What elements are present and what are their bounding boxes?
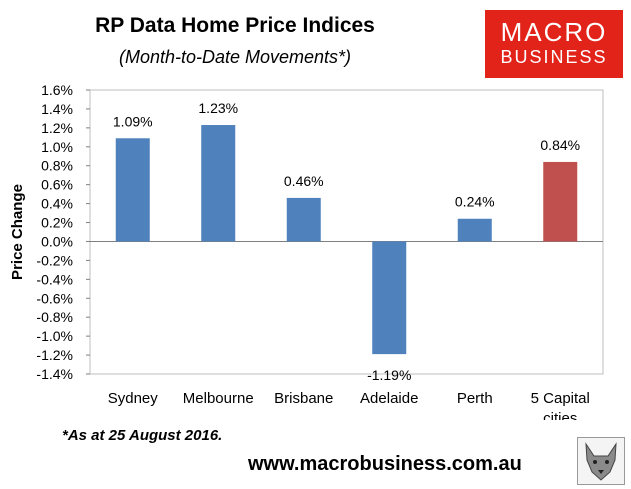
- website-url: www.macrobusiness.com.au: [248, 453, 522, 475]
- plot-area-border: [89, 89, 604, 375]
- y-tick-label: -1.0%: [36, 328, 73, 344]
- x-category-label: Sydney: [108, 390, 159, 407]
- bar-melbourne: [201, 125, 236, 242]
- y-tick-label: 0.6%: [41, 177, 73, 193]
- bar-adelaide: [372, 241, 407, 355]
- y-tick-label: 0.8%: [41, 158, 73, 174]
- logo-line-2: BUSINESS: [500, 47, 608, 67]
- y-tick-label: -0.2%: [36, 252, 73, 268]
- y-tick-label: 1.0%: [41, 139, 73, 155]
- y-tick-label: 1.4%: [41, 101, 73, 117]
- y-tick-label: 1.2%: [41, 120, 73, 136]
- chart-subtitle: (Month-to-Date Movements*): [118, 47, 352, 67]
- wolf-logo-icon: [577, 437, 625, 485]
- bar-chart: 1.6% 1.4% 1.2% 1.0% 0.8% 0.6% 0.4% 0.2% 0.0% -0.2…: [9, 82, 604, 420]
- y-tick-label: 1.6%: [41, 82, 73, 98]
- x-category-label: Perth: [457, 390, 493, 407]
- macro-business-logo: MACRO BUSINESS: [485, 10, 623, 78]
- bar-sydney: [115, 138, 150, 242]
- x-category-label: Brisbane: [274, 390, 333, 407]
- data-label: 1.09%: [113, 113, 153, 129]
- y-tick-label: 0.2%: [41, 215, 73, 231]
- y-tick-label: -0.6%: [36, 290, 73, 306]
- x-category-label: Adelaide: [360, 390, 418, 407]
- y-tick-label: -1.4%: [36, 366, 73, 382]
- logo-line-1: MACRO: [500, 17, 608, 47]
- x-category-label: Melbourne: [183, 390, 254, 407]
- y-tick-label: -1.2%: [36, 347, 73, 363]
- chart-title: RP Data Home Price Indices: [95, 14, 375, 37]
- data-label: 0.24%: [455, 194, 495, 210]
- data-label: -1.19%: [367, 367, 411, 383]
- bar-perth: [457, 218, 492, 242]
- y-axis-title: Price Change: [9, 184, 26, 280]
- data-label: 0.84%: [540, 137, 580, 153]
- y-tick-label: -0.4%: [36, 271, 73, 287]
- y-tick-label: -0.8%: [36, 309, 73, 325]
- x-category-label: 5 Capital cities: [531, 390, 590, 420]
- data-label: 0.46%: [284, 173, 324, 189]
- data-label: 1.23%: [198, 100, 238, 116]
- y-tick-label: 0.4%: [41, 196, 73, 212]
- y-tick-label: 0.0%: [41, 233, 73, 249]
- bar-5-capital-cities: [543, 161, 578, 242]
- bar-brisbane: [286, 197, 321, 242]
- footnote: *As at 25 August 2016.: [62, 427, 223, 444]
